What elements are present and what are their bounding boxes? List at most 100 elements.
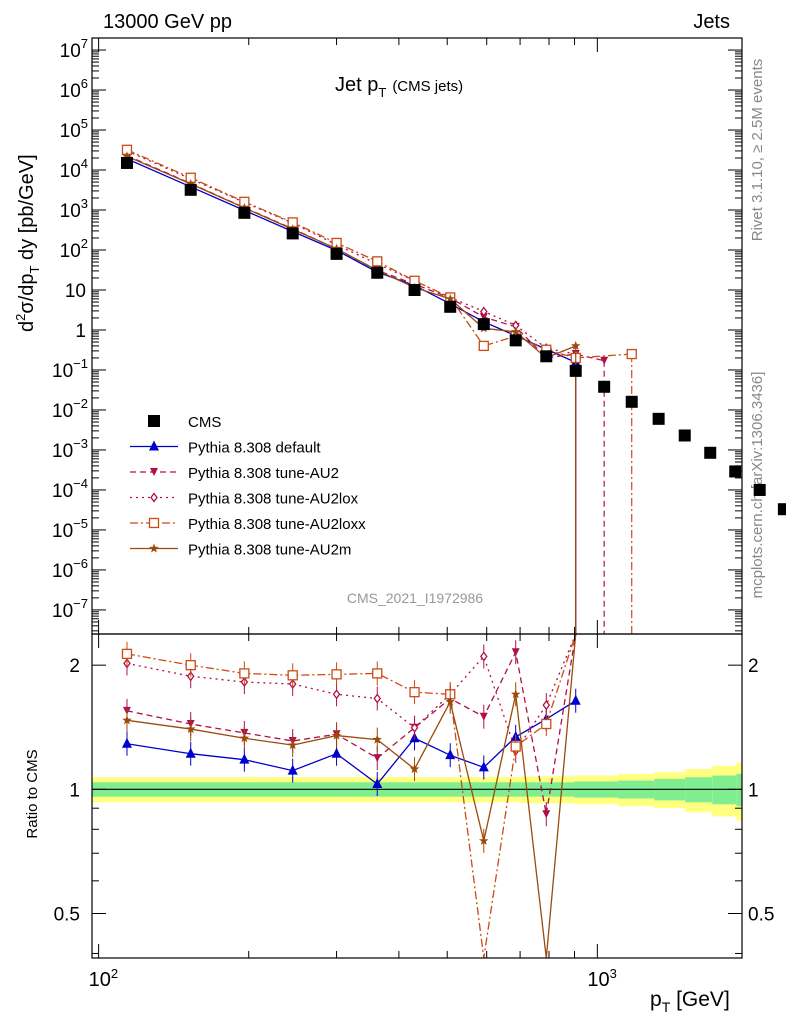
ratio-point xyxy=(542,810,551,819)
main-point xyxy=(600,356,609,365)
legend-label: CMS xyxy=(188,414,221,431)
main-point xyxy=(704,446,717,459)
ratio-point xyxy=(410,722,419,733)
y-tick-label: 104 xyxy=(60,156,88,182)
y-tick-label: 1 xyxy=(75,321,86,342)
y-tick-label: 107 xyxy=(60,36,88,62)
ratio-point xyxy=(287,764,298,775)
plot-title: Jet pT (CMS jets) xyxy=(335,74,463,100)
ratio-point xyxy=(239,753,250,764)
ratio-point xyxy=(373,754,382,763)
ratio-point xyxy=(332,689,341,700)
y-tick-label: 10−7 xyxy=(52,596,88,622)
ratio-point xyxy=(121,648,133,660)
ratio-point xyxy=(541,718,552,730)
ratio-point xyxy=(122,715,132,725)
main-series-line xyxy=(126,154,605,362)
main-point xyxy=(777,503,786,516)
main-point xyxy=(478,340,489,352)
ratio-point xyxy=(186,724,196,734)
ratio-series-line xyxy=(126,633,577,815)
main-point xyxy=(372,256,383,267)
ratio-point xyxy=(510,741,521,752)
legend-label: Pythia 8.308 tune-AU2lox xyxy=(188,491,359,508)
ratio-y-tick-label-right: 0.5 xyxy=(748,904,774,925)
main-point xyxy=(445,293,455,303)
y-tick-label: 10−5 xyxy=(52,516,88,542)
y-tick-label: 106 xyxy=(60,76,88,102)
main-point xyxy=(652,412,665,425)
main-point xyxy=(477,318,490,331)
main-point xyxy=(184,183,197,196)
ratio-series-line xyxy=(126,700,577,785)
legend-label: Pythia 8.308 tune-AU2loxx xyxy=(188,516,366,533)
ratio-y-tick-label: 1 xyxy=(69,780,80,801)
ratio-point xyxy=(372,734,382,744)
plot-title-subscript: T xyxy=(378,85,386,100)
ratio-point xyxy=(287,670,298,681)
main-point xyxy=(571,340,581,350)
y-tick-label: 10−1 xyxy=(52,356,88,382)
y-tick-label: 10−3 xyxy=(52,436,88,462)
ratio-series-line xyxy=(126,633,577,753)
legend-label: Pythia 8.308 tune-AU2 xyxy=(188,465,339,482)
main-point xyxy=(238,206,251,219)
main-point xyxy=(444,300,457,313)
main-point xyxy=(729,465,742,478)
ratio-y-tick-label: 2 xyxy=(69,656,80,677)
axis-tick-labels: 102 10310710610510410310210110−110−210−31… xyxy=(52,36,774,991)
main-series-line xyxy=(126,150,576,355)
main-point xyxy=(540,350,553,363)
legend-marker xyxy=(149,440,159,451)
main-point xyxy=(122,151,132,161)
plot-title-extra: (CMS jets) xyxy=(392,78,463,95)
ratio-point xyxy=(479,712,488,721)
main-point xyxy=(569,364,582,377)
y-tick-label: 10−2 xyxy=(52,396,88,422)
header-left: 13000 GeV pp xyxy=(103,11,232,33)
ratio-point xyxy=(372,778,383,789)
y-tick-label: 10−6 xyxy=(52,556,88,582)
ratio-point xyxy=(570,694,581,705)
ratio-point xyxy=(479,651,488,662)
main-series-group xyxy=(120,144,786,634)
ratio-band-green xyxy=(736,773,742,807)
legend-label: Pythia 8.308 tune-AU2m xyxy=(188,542,351,559)
ratio-point xyxy=(478,761,489,772)
main-point xyxy=(286,227,299,240)
ratio-point xyxy=(511,689,521,699)
legend-marker xyxy=(150,492,158,503)
ratio-point xyxy=(287,740,298,750)
ratio-point xyxy=(409,687,420,698)
ratio-point xyxy=(373,693,382,704)
ratio-point xyxy=(185,747,196,758)
axis-ticks xyxy=(92,37,742,958)
main-point xyxy=(120,156,133,169)
ratio-point xyxy=(331,730,342,740)
x-tick-label: 102 xyxy=(89,966,118,991)
ratio-plot-frame xyxy=(91,633,743,959)
header-right: Jets xyxy=(693,11,730,33)
main-series-line xyxy=(126,149,632,359)
main-point xyxy=(479,313,488,322)
ratio-point xyxy=(445,696,455,706)
ratio-point xyxy=(479,835,489,845)
ratio-point xyxy=(409,764,420,774)
main-point xyxy=(330,247,343,260)
ratio-point xyxy=(121,737,132,748)
main-point xyxy=(678,429,691,442)
main-point xyxy=(509,334,522,347)
legend-label: Pythia 8.308 default xyxy=(188,440,321,457)
ratio-point xyxy=(331,669,342,680)
y-axis-label: d2σ/dpT dy [pb/GeV] xyxy=(13,154,42,332)
main-point xyxy=(598,380,611,393)
y-tick-label: 10−4 xyxy=(52,476,88,502)
ratio-point xyxy=(511,648,520,657)
main-point xyxy=(625,395,638,408)
ratio-point xyxy=(445,749,456,760)
ratio-point xyxy=(239,733,250,743)
legend-marker xyxy=(149,543,159,553)
main-point xyxy=(479,306,488,317)
ratio-series-line xyxy=(126,633,577,959)
